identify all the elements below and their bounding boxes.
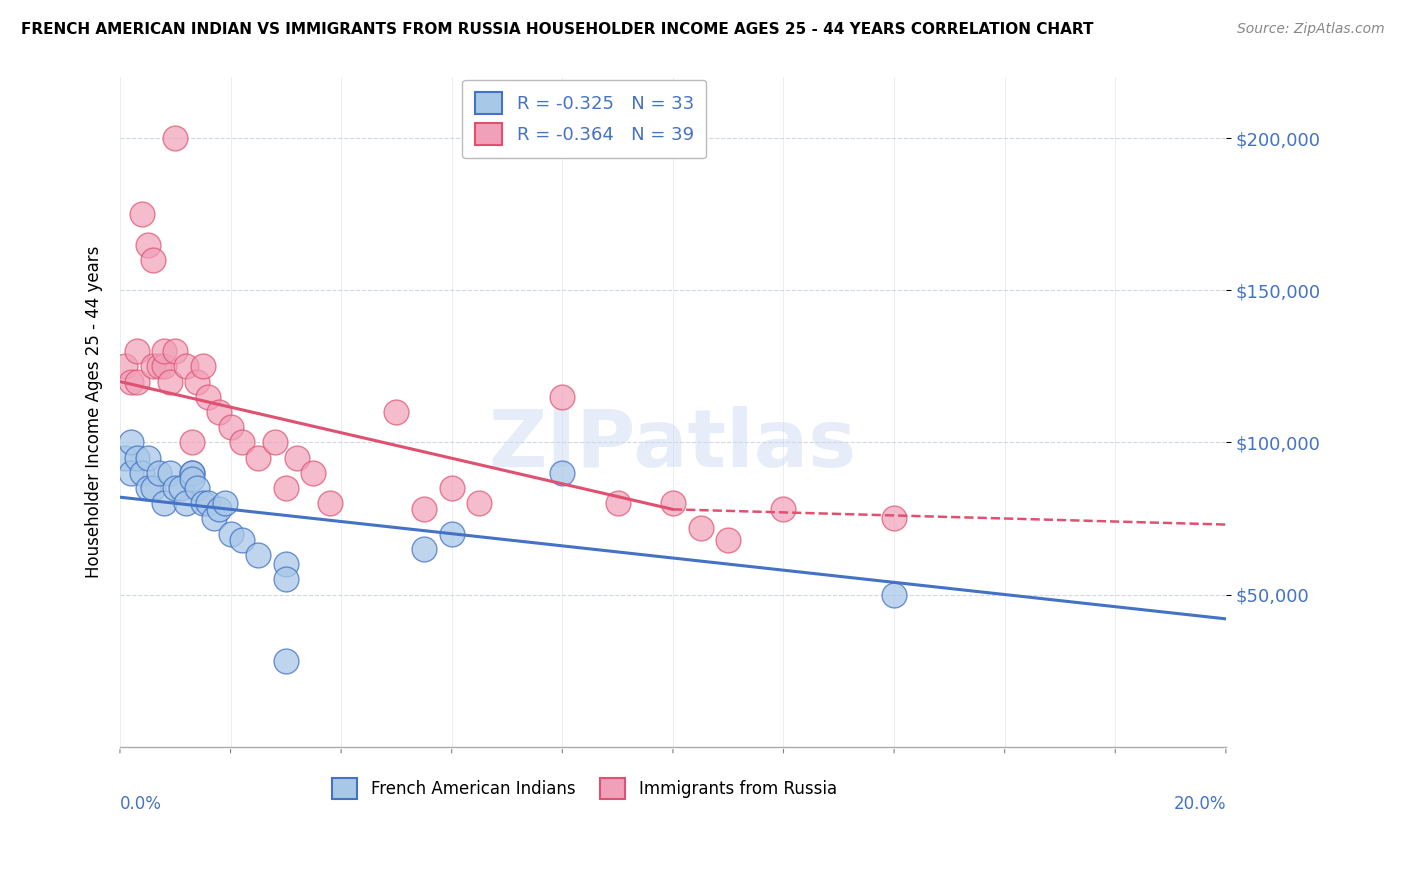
Point <box>180 472 202 486</box>
Point <box>274 572 297 586</box>
Point <box>191 359 214 374</box>
Point <box>159 375 181 389</box>
Point <box>120 375 142 389</box>
Point <box>180 466 202 480</box>
Point <box>274 655 297 669</box>
Point <box>413 541 436 556</box>
Point <box>136 450 159 465</box>
Point <box>125 375 148 389</box>
Point <box>153 344 176 359</box>
Point <box>148 359 170 374</box>
Point <box>440 526 463 541</box>
Point <box>440 481 463 495</box>
Point <box>142 481 165 495</box>
Point <box>231 533 253 547</box>
Point <box>551 466 574 480</box>
Point <box>231 435 253 450</box>
Point <box>165 481 187 495</box>
Point <box>219 420 242 434</box>
Point <box>120 435 142 450</box>
Point <box>662 496 685 510</box>
Point <box>717 533 740 547</box>
Point <box>131 466 153 480</box>
Point <box>125 450 148 465</box>
Point <box>180 435 202 450</box>
Point <box>319 496 342 510</box>
Point <box>274 481 297 495</box>
Y-axis label: Householder Income Ages 25 - 44 years: Householder Income Ages 25 - 44 years <box>86 246 103 578</box>
Point <box>214 496 236 510</box>
Point <box>165 131 187 145</box>
Point <box>180 466 202 480</box>
Point <box>125 344 148 359</box>
Point <box>772 502 794 516</box>
Point <box>170 481 193 495</box>
Text: FRENCH AMERICAN INDIAN VS IMMIGRANTS FROM RUSSIA HOUSEHOLDER INCOME AGES 25 - 44: FRENCH AMERICAN INDIAN VS IMMIGRANTS FRO… <box>21 22 1094 37</box>
Point <box>142 359 165 374</box>
Point <box>153 496 176 510</box>
Point <box>274 557 297 571</box>
Point <box>883 511 905 525</box>
Point <box>176 359 198 374</box>
Point <box>165 344 187 359</box>
Point <box>114 450 136 465</box>
Point <box>208 405 231 419</box>
Point <box>186 481 208 495</box>
Point <box>153 359 176 374</box>
Point <box>159 466 181 480</box>
Point <box>302 466 325 480</box>
Point <box>202 511 225 525</box>
Point <box>114 359 136 374</box>
Text: ZIPatlas: ZIPatlas <box>489 407 858 484</box>
Point <box>883 588 905 602</box>
Point <box>689 520 711 534</box>
Text: 0.0%: 0.0% <box>120 796 162 814</box>
Point <box>136 481 159 495</box>
Point <box>263 435 285 450</box>
Point <box>551 390 574 404</box>
Text: 20.0%: 20.0% <box>1174 796 1226 814</box>
Point <box>208 502 231 516</box>
Point <box>247 450 270 465</box>
Point <box>131 207 153 221</box>
Point <box>136 237 159 252</box>
Point <box>468 496 491 510</box>
Point <box>413 502 436 516</box>
Legend: French American Indians, Immigrants from Russia: French American Indians, Immigrants from… <box>326 772 844 805</box>
Point <box>148 466 170 480</box>
Point <box>385 405 408 419</box>
Point <box>176 496 198 510</box>
Point <box>191 496 214 510</box>
Point <box>120 466 142 480</box>
Point <box>197 390 219 404</box>
Point <box>186 375 208 389</box>
Point <box>197 496 219 510</box>
Text: Source: ZipAtlas.com: Source: ZipAtlas.com <box>1237 22 1385 37</box>
Point <box>606 496 628 510</box>
Point <box>219 526 242 541</box>
Point <box>285 450 308 465</box>
Point <box>142 252 165 267</box>
Point <box>247 548 270 562</box>
